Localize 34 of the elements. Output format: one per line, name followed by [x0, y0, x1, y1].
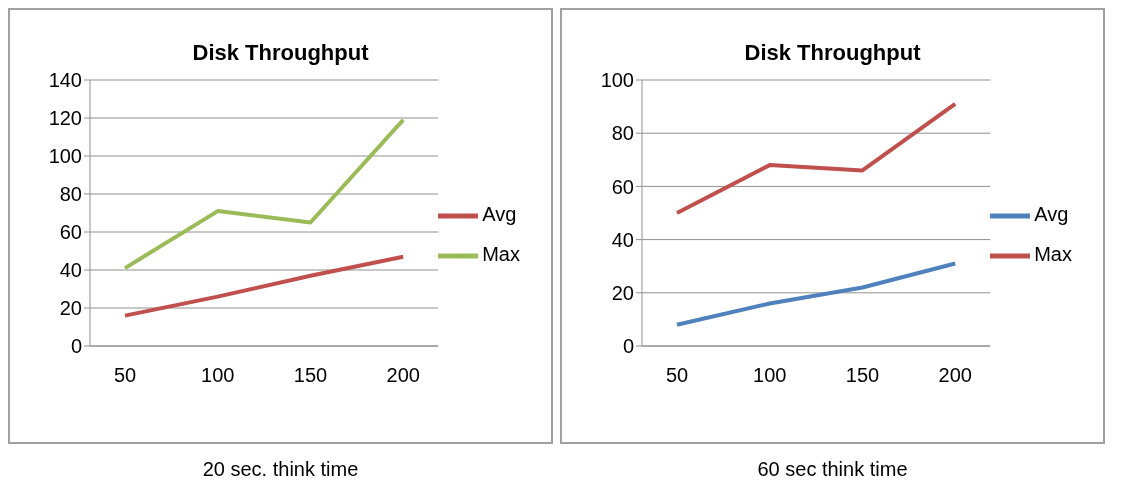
line-series: [123, 117, 406, 271]
x-tick-label: 200: [938, 364, 972, 387]
y-tick-label: 60: [611, 175, 634, 198]
x-tick-label: 50: [665, 364, 689, 387]
y-tick-label: 40: [59, 259, 82, 282]
x-tick-label: 150: [293, 364, 328, 387]
y-tick-label: 100: [600, 69, 634, 92]
y-tick-label: 140: [48, 69, 82, 92]
x-tick-label: 150: [845, 364, 880, 387]
y-tick-label: 0: [622, 335, 634, 358]
legend-label: Max: [1034, 243, 1072, 266]
y-tick-label: 80: [611, 122, 634, 145]
chart-title: Disk Throughput: [743, 40, 922, 66]
y-tick-label: 40: [611, 228, 634, 251]
y-tick-label: 100: [48, 145, 82, 168]
x-tick-label: 50: [113, 364, 137, 387]
y-tick-label: 120: [48, 107, 82, 130]
x-tick-label: 100: [201, 364, 235, 387]
y-tick-label: 20: [59, 297, 82, 320]
y-tick-label: 20: [611, 281, 634, 304]
legend-label: Avg: [482, 203, 517, 226]
legend-label: Max: [482, 243, 520, 266]
y-tick-label: 0: [70, 335, 82, 358]
y-tick-label: 60: [59, 221, 82, 244]
chart-title: Disk Throughput: [191, 40, 370, 66]
line-series: [675, 101, 958, 215]
line-series: [675, 261, 958, 327]
line-series: [123, 254, 406, 318]
text: 60 sec think time: [756, 458, 909, 481]
legend-label: Avg: [1034, 203, 1069, 226]
x-tick-label: 100: [753, 364, 787, 387]
x-tick-label: 200: [386, 364, 420, 387]
text: 20 sec. think time: [201, 458, 360, 481]
y-tick-label: 80: [59, 183, 82, 206]
